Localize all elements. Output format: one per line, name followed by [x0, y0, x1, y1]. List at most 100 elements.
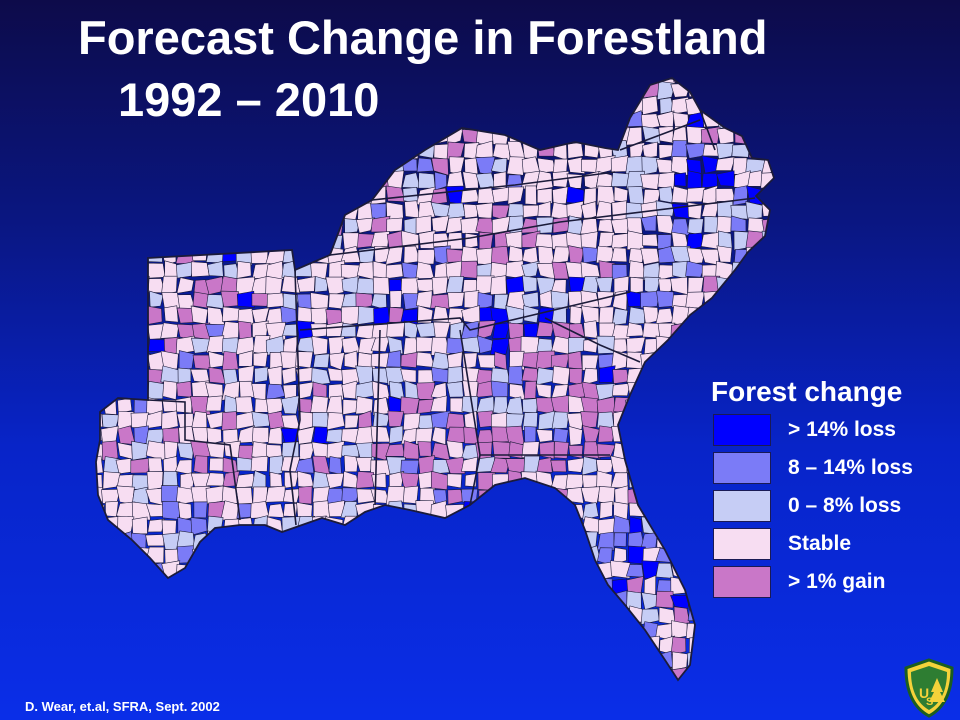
county [116, 275, 136, 295]
county [340, 245, 361, 264]
county [521, 291, 539, 309]
county [280, 668, 297, 680]
county [252, 698, 269, 714]
county [538, 485, 555, 506]
county [446, 141, 465, 160]
county [313, 575, 330, 593]
county [281, 144, 301, 160]
county [430, 81, 450, 101]
county [477, 112, 495, 128]
county [671, 305, 691, 326]
county [747, 292, 762, 307]
county [161, 575, 180, 595]
county [521, 650, 541, 670]
county [490, 337, 511, 355]
county [400, 368, 417, 383]
county [475, 95, 493, 115]
county [252, 351, 268, 367]
county [147, 245, 163, 263]
county [523, 636, 537, 654]
county [524, 111, 541, 131]
county [747, 624, 764, 639]
county [132, 606, 150, 625]
county [222, 590, 241, 611]
county [374, 683, 387, 698]
county [235, 396, 254, 414]
county [208, 562, 225, 581]
county [313, 215, 327, 235]
county [119, 246, 133, 266]
county [431, 620, 451, 641]
county [582, 81, 597, 101]
county [385, 185, 406, 203]
county [177, 127, 196, 142]
county [583, 683, 599, 697]
county [385, 607, 405, 624]
county [132, 188, 150, 202]
county [104, 261, 120, 279]
county [401, 111, 421, 131]
county [491, 113, 511, 129]
county [223, 440, 241, 459]
county [133, 110, 147, 129]
county [236, 579, 254, 596]
county [701, 320, 721, 340]
county [715, 156, 736, 171]
county [461, 533, 479, 549]
county [490, 635, 511, 653]
county [162, 668, 181, 680]
county [701, 651, 719, 670]
county [161, 591, 181, 607]
county [595, 666, 615, 680]
county [566, 665, 583, 680]
county [670, 336, 689, 354]
county [222, 457, 239, 475]
county [311, 335, 329, 356]
county [96, 576, 106, 596]
county [417, 113, 435, 129]
county [387, 560, 405, 581]
county [295, 591, 315, 611]
county [656, 110, 675, 128]
county [374, 575, 390, 593]
county [163, 201, 180, 221]
county [325, 155, 344, 175]
county [686, 561, 706, 581]
county [117, 636, 132, 655]
county [433, 321, 451, 340]
county [268, 622, 285, 637]
county [237, 230, 255, 251]
county [118, 545, 136, 563]
county [194, 200, 211, 219]
county [445, 532, 464, 551]
county [433, 546, 450, 565]
county [190, 563, 210, 580]
county [250, 82, 268, 101]
county [341, 336, 361, 354]
county [415, 322, 436, 338]
county [626, 336, 646, 354]
county [520, 486, 539, 506]
county [160, 141, 181, 158]
county [596, 81, 616, 99]
county [252, 156, 270, 174]
county [552, 216, 570, 234]
county [580, 290, 600, 308]
county [415, 517, 434, 534]
county [730, 665, 749, 680]
legend-label: > 1% gain [788, 570, 886, 593]
county [386, 547, 406, 566]
county [580, 305, 600, 323]
county [687, 382, 706, 399]
county [719, 336, 736, 355]
county [521, 471, 539, 490]
county [644, 457, 661, 475]
county [658, 366, 675, 383]
county [716, 215, 733, 235]
county [96, 187, 106, 204]
county [252, 200, 268, 221]
county [611, 590, 628, 610]
county [569, 305, 583, 326]
county [386, 217, 403, 233]
county [763, 335, 774, 356]
